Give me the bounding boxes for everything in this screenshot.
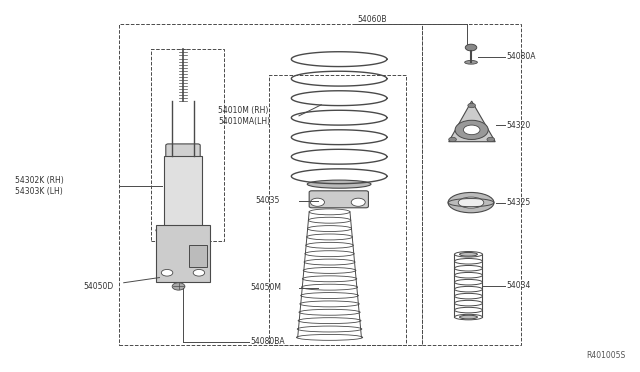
Circle shape: [449, 137, 456, 142]
FancyBboxPatch shape: [166, 144, 200, 173]
Circle shape: [351, 198, 365, 206]
Ellipse shape: [307, 180, 371, 188]
Polygon shape: [449, 101, 495, 142]
Text: 54302K (RH)
54303K (LH): 54302K (RH) 54303K (LH): [15, 176, 64, 196]
Bar: [422, 23, 521, 345]
Ellipse shape: [465, 61, 477, 64]
Text: 54325: 54325: [507, 198, 531, 207]
Text: R401005S: R401005S: [587, 350, 626, 359]
Ellipse shape: [458, 197, 484, 208]
Bar: [189, 245, 207, 267]
Text: 54080BA: 54080BA: [250, 337, 285, 346]
Bar: [156, 225, 211, 282]
FancyBboxPatch shape: [309, 191, 369, 208]
Circle shape: [455, 120, 488, 140]
Circle shape: [465, 44, 477, 51]
Bar: [269, 75, 406, 345]
Text: 54320: 54320: [507, 121, 531, 129]
Text: 54010M (RH)
54010MA(LH): 54010M (RH) 54010MA(LH): [218, 106, 270, 125]
Bar: [119, 23, 422, 345]
Circle shape: [487, 137, 495, 142]
Text: 54050M: 54050M: [250, 283, 281, 292]
Circle shape: [172, 283, 185, 290]
Text: 54050D: 54050D: [83, 282, 113, 291]
Ellipse shape: [460, 315, 477, 319]
Text: 54035: 54035: [255, 196, 280, 205]
Text: 54060B: 54060B: [357, 15, 387, 23]
Bar: [164, 157, 202, 230]
Ellipse shape: [460, 253, 477, 256]
Ellipse shape: [156, 226, 210, 234]
Ellipse shape: [448, 192, 494, 213]
Circle shape: [468, 103, 476, 108]
Circle shape: [193, 269, 205, 276]
Bar: [151, 49, 225, 241]
Text: 54034: 54034: [507, 281, 531, 290]
Circle shape: [161, 269, 173, 276]
Circle shape: [310, 198, 324, 206]
Circle shape: [463, 125, 480, 135]
Text: 54080A: 54080A: [507, 52, 536, 61]
